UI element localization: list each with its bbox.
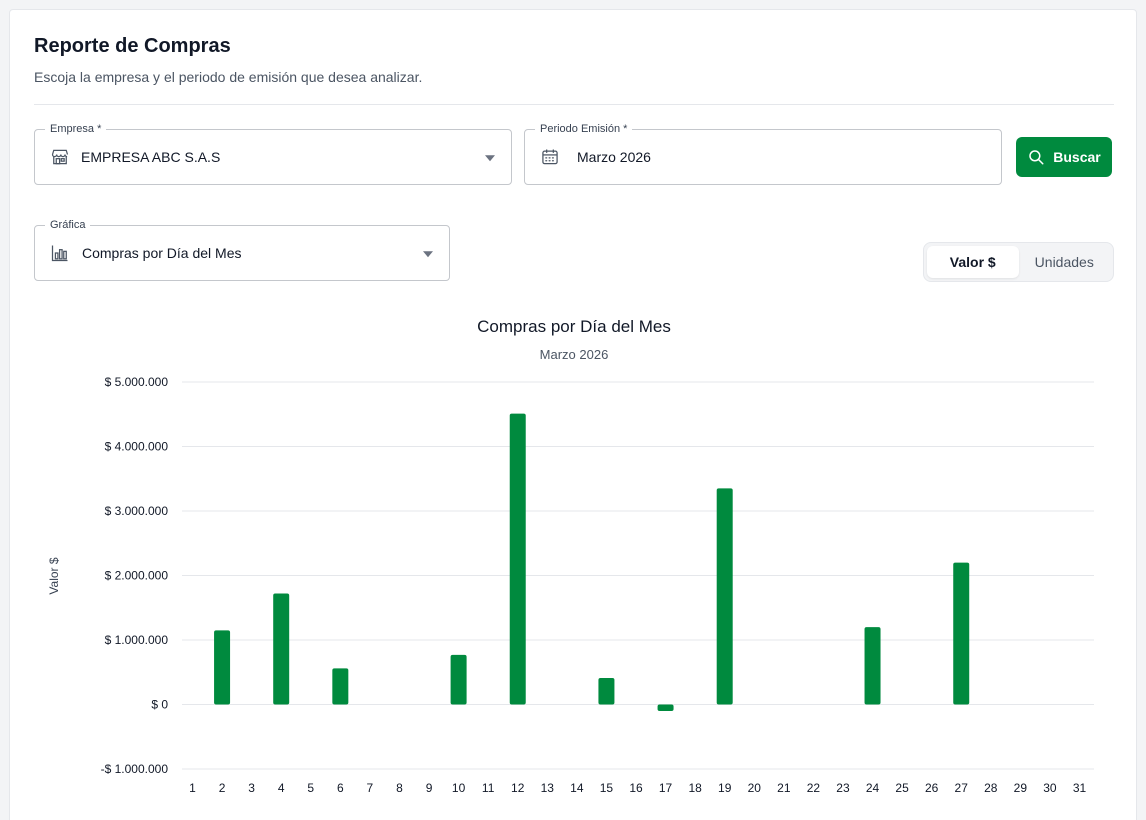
y-tick-label: -$ 1.000.000 [101, 762, 169, 776]
y-tick-label: $ 3.000.000 [105, 504, 169, 518]
store-icon [51, 149, 69, 165]
x-tick-label: 20 [748, 781, 762, 795]
x-tick-label: 26 [925, 781, 939, 795]
x-tick-label: 8 [396, 781, 403, 795]
chart-title: Compras por Día del Mes [477, 317, 671, 336]
toggle-unidades[interactable]: Unidades [1034, 254, 1094, 270]
x-tick-label: 13 [541, 781, 555, 795]
bar-day-2[interactable] [214, 630, 231, 705]
bar-day-6[interactable] [332, 668, 349, 705]
x-tick-label: 12 [511, 781, 525, 795]
x-tick-label: 22 [807, 781, 821, 795]
x-tick-label: 17 [659, 781, 673, 795]
bar-chart-icon [51, 245, 68, 262]
x-tick-label: 30 [1043, 781, 1057, 795]
x-tick-label: 10 [452, 781, 466, 795]
y-tick-label: $ 5.000.000 [105, 375, 169, 389]
x-tick-label: 4 [278, 781, 285, 795]
x-tick-label: 11 [482, 781, 495, 795]
page-subtitle: Escoja la empresa y el periodo de emisió… [34, 69, 423, 85]
bar-day-17[interactable] [657, 704, 674, 711]
x-tick-label: 1 [189, 781, 196, 795]
empresa-value: EMPRESA ABC S.A.S [81, 149, 221, 165]
x-tick-label: 27 [955, 781, 969, 795]
x-tick-label: 9 [426, 781, 433, 795]
y-tick-label: $ 1.000.000 [105, 633, 169, 647]
report-card: Reporte de Compras Escoja la empresa y e… [9, 9, 1137, 820]
bar-day-19[interactable] [716, 488, 733, 705]
y-tick-label: $ 2.000.000 [105, 569, 169, 583]
x-tick-label: 5 [307, 781, 314, 795]
x-tick-label: 24 [866, 781, 880, 795]
grafica-label: Gráfica [45, 219, 91, 232]
page-title: Reporte de Compras [34, 35, 231, 57]
bar-day-15[interactable] [598, 678, 615, 705]
search-button-label: Buscar [1053, 149, 1101, 165]
chevron-down-icon[interactable] [423, 251, 433, 258]
grafica-value: Compras por Día del Mes [82, 245, 242, 261]
x-tick-label: 7 [367, 781, 374, 795]
x-tick-label: 29 [1014, 781, 1028, 795]
chart-subtitle: Marzo 2026 [539, 347, 609, 362]
empresa-label: Empresa * [45, 123, 107, 136]
bar-day-4[interactable] [273, 593, 290, 705]
bar-day-27[interactable] [953, 562, 970, 705]
grafica-select[interactable]: Gráfica Compras por Día del Mes [34, 219, 450, 281]
x-tick-label: 25 [895, 781, 909, 795]
x-tick-label: 19 [718, 781, 732, 795]
metric-toggle: Valor $ Unidades [923, 242, 1114, 282]
bar-chart: $ 5.000.000 $ 4.000.000 $ 3.000.000 $ 2.000… [101, 375, 1094, 795]
x-tick-label: 31 [1073, 781, 1087, 795]
bar-day-12[interactable] [509, 413, 526, 705]
header-divider [34, 104, 1114, 105]
x-tick-label: 14 [570, 781, 584, 795]
toggle-valor[interactable]: Valor $ [927, 246, 1019, 278]
x-tick-label: 6 [337, 781, 344, 795]
chevron-down-icon[interactable] [485, 155, 495, 162]
search-button[interactable]: Buscar [1016, 137, 1112, 177]
search-icon [1029, 150, 1044, 165]
x-tick-label: 18 [688, 781, 702, 795]
x-tick-label: 2 [219, 781, 226, 795]
x-tick-label: 28 [984, 781, 998, 795]
x-tick-label: 3 [248, 781, 255, 795]
periodo-field[interactable]: Periodo Emisión * Marzo 2026 [524, 123, 1002, 185]
bar-day-10[interactable] [450, 654, 467, 705]
y-tick-label: $ 4.000.000 [105, 440, 169, 454]
x-tick-label: 15 [600, 781, 614, 795]
x-tick-label: 21 [777, 781, 791, 795]
periodo-value: Marzo 2026 [577, 149, 651, 165]
x-tick-label: 23 [836, 781, 850, 795]
bar-day-24[interactable] [864, 627, 881, 705]
y-tick-label: $ 0 [151, 698, 168, 712]
calendar-icon[interactable] [540, 147, 560, 167]
empresa-select[interactable]: Empresa * EMPRESA ABC S.A.S [34, 123, 512, 185]
x-tick-label: 16 [629, 781, 643, 795]
periodo-label: Periodo Emisión * [535, 123, 633, 136]
